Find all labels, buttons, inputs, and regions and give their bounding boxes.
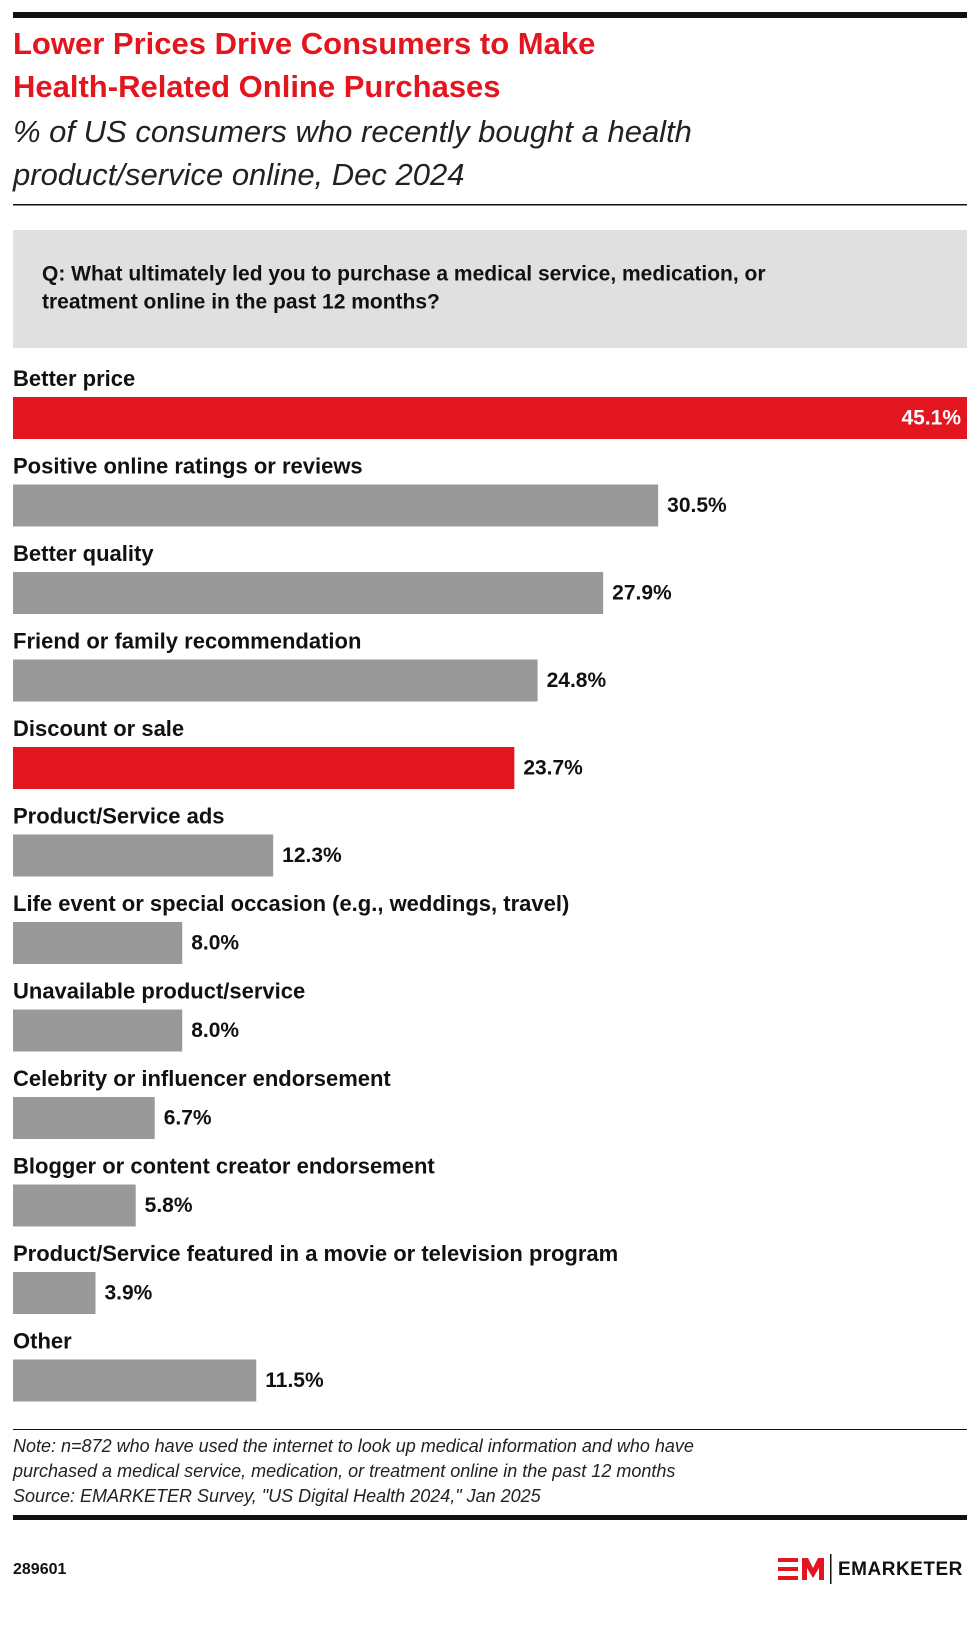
bar — [13, 834, 274, 877]
category-label: Life event or special occasion (e.g., we… — [13, 891, 569, 916]
chart-id: 289601 — [13, 1561, 66, 1578]
bar — [13, 1184, 136, 1227]
bar — [13, 1272, 96, 1314]
category-label: Unavailable product/service — [13, 978, 305, 1003]
value-label: 24.8% — [547, 669, 607, 692]
bottom-rule — [13, 1515, 967, 1520]
chart-subtitle: product/service online, Dec 2024 — [12, 157, 464, 192]
chart-title: Health-Related Online Purchases — [13, 69, 501, 104]
rule — [13, 1429, 967, 1430]
chart-subtitle: % of US consumers who recently bought a … — [13, 114, 692, 149]
category-label: Friend or family recommendation — [13, 628, 361, 653]
category-label: Product/Service ads — [13, 803, 225, 828]
category-label: Blogger or content creator endorsement — [13, 1153, 435, 1178]
value-label: 23.7% — [523, 757, 583, 780]
rule — [13, 204, 967, 206]
note: purchased a medical service, medication,… — [12, 1461, 675, 1481]
value-label: 3.9% — [104, 1282, 152, 1305]
category-label: Discount or sale — [13, 716, 184, 741]
bar — [13, 1009, 183, 1052]
bar — [13, 1359, 257, 1402]
bar — [13, 659, 538, 702]
category-label: Better price — [13, 366, 135, 391]
value-label: 8.0% — [191, 932, 239, 955]
logo-mark — [778, 1558, 824, 1580]
bar — [13, 397, 967, 439]
top-rule — [13, 12, 967, 18]
category-label: Positive online ratings or reviews — [13, 453, 363, 478]
value-label: 5.8% — [145, 1194, 193, 1217]
note: Note: n=872 who have used the internet t… — [13, 1436, 694, 1456]
logo-divider — [830, 1554, 832, 1584]
value-label: 45.1% — [901, 407, 961, 430]
source: Source: EMARKETER Survey, "US Digital He… — [13, 1486, 542, 1506]
bar — [13, 747, 515, 789]
value-label: 12.3% — [282, 844, 342, 867]
category-label: Other — [13, 1328, 72, 1353]
chart-title: Lower Prices Drive Consumers to Make — [13, 26, 595, 61]
bar — [13, 572, 604, 614]
bar — [13, 1097, 155, 1139]
category-label: Product/Service featured in a movie or t… — [13, 1241, 618, 1266]
value-label: 8.0% — [191, 1019, 239, 1042]
value-label: 27.9% — [612, 582, 672, 605]
question-box — [13, 230, 967, 348]
brand: EMARKETER — [838, 1559, 963, 1580]
bar — [13, 922, 183, 964]
question: treatment online in the past 12 months? — [42, 291, 440, 314]
question: Q: What ultimately led you to purchase a… — [42, 263, 766, 286]
bar — [13, 484, 659, 527]
value-label: 6.7% — [164, 1107, 212, 1130]
category-label: Better quality — [13, 541, 154, 566]
category-label: Celebrity or influencer endorsement — [13, 1066, 391, 1091]
value-label: 11.5% — [265, 1369, 324, 1392]
value-label: 30.5% — [667, 494, 727, 517]
